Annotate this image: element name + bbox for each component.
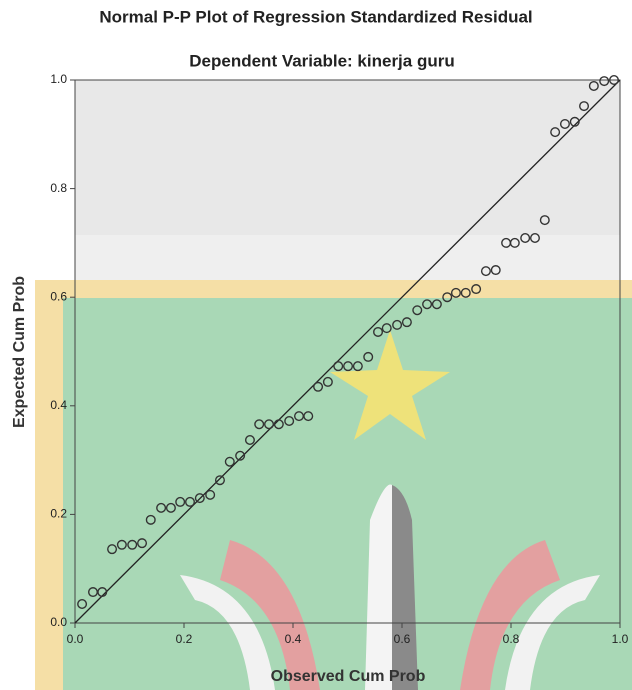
chart: Normal P-P Plot of Regression Standardiz… xyxy=(0,0,632,690)
x-tick-label: 1.0 xyxy=(612,632,629,646)
x-tick-label: 0.0 xyxy=(67,632,84,646)
y-tick-label: 0.2 xyxy=(50,507,67,521)
watermark-field xyxy=(63,298,632,690)
x-tick-label: 0.4 xyxy=(285,632,302,646)
chart-subtitle: Dependent Variable: kinerja guru xyxy=(189,51,454,70)
y-tick-label: 0.4 xyxy=(50,398,67,412)
y-tick-label: 1.0 xyxy=(50,72,67,86)
y-tick-label: 0.6 xyxy=(50,289,67,303)
y-tick-label: 0.8 xyxy=(50,181,67,195)
y-axis-label: Expected Cum Prob xyxy=(11,276,28,428)
x-tick-label: 0.6 xyxy=(394,632,411,646)
watermark-band xyxy=(35,280,632,298)
chart-title: Normal P-P Plot of Regression Standardiz… xyxy=(99,7,532,26)
x-axis-label: Observed Cum Prob xyxy=(271,668,426,685)
x-tick-label: 0.2 xyxy=(176,632,193,646)
y-tick-label: 0.0 xyxy=(50,615,67,629)
plot-background-band xyxy=(75,80,620,235)
x-tick-label: 0.8 xyxy=(503,632,520,646)
